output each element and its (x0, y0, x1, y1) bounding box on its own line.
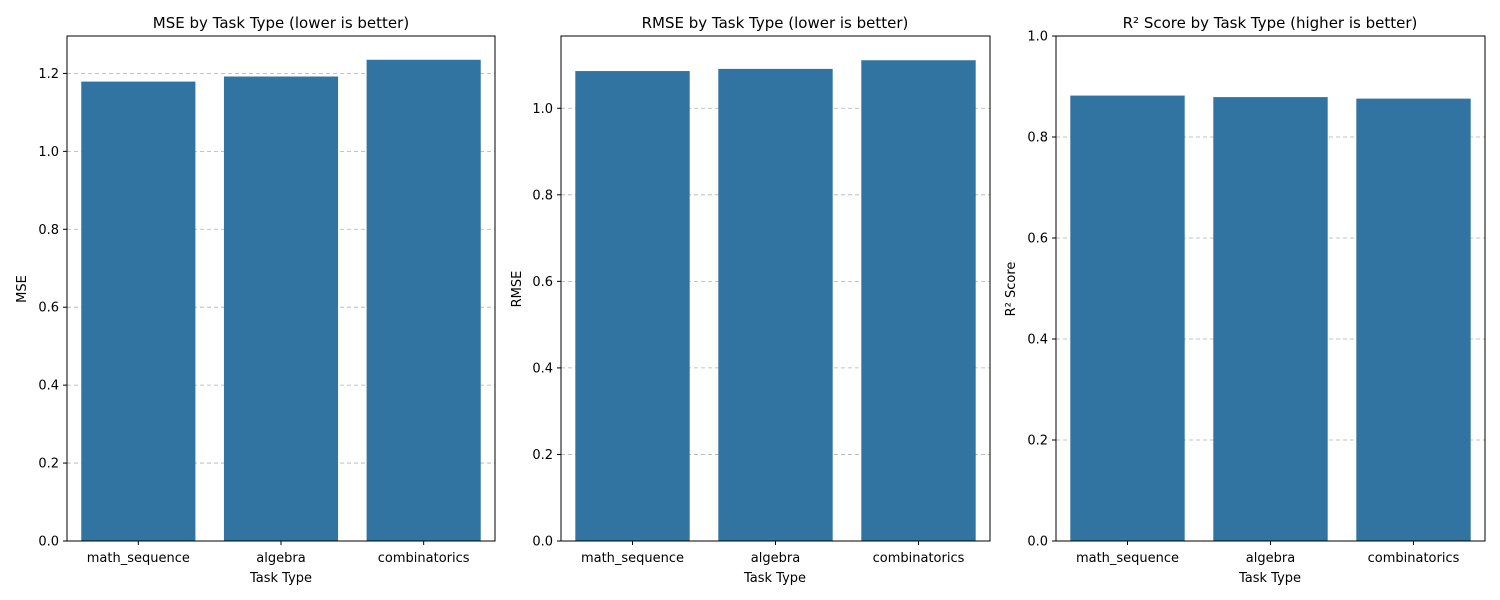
x-tick-label: math_sequence (87, 551, 190, 566)
x-tick-label: algebra (256, 551, 305, 566)
y-tick-label: 0.6 (38, 301, 59, 316)
bar-math-sequence (81, 81, 196, 542)
y-tick-label: 1.0 (38, 145, 59, 160)
x-tick-label: combinatorics (1368, 551, 1460, 566)
x-tick-label: math_sequence (1076, 551, 1179, 566)
bar-combinatorics (366, 59, 481, 542)
y-tick-label: 0.6 (1027, 232, 1048, 247)
x-tick-label: algebra (1246, 551, 1295, 566)
x-axis-label: Task Type (1238, 571, 1301, 586)
y-tick-label: 0.4 (1027, 333, 1048, 348)
chart-title: RMSE by Task Type (lower is better) (642, 14, 909, 32)
chart-panel-r2: R² Score by Task Type (higher is better)… (1004, 14, 1486, 586)
y-tick-label: 0.8 (1027, 131, 1048, 146)
y-tick-label: 0.0 (1027, 535, 1048, 550)
bar-algebra (1213, 97, 1328, 541)
y-tick-label: 1.2 (38, 67, 59, 82)
y-tick-label: 0.2 (532, 448, 553, 463)
chart-title: R² Score by Task Type (higher is better) (1123, 14, 1418, 32)
bar-algebra (223, 76, 339, 541)
y-tick-label: 0.8 (38, 223, 59, 238)
x-axis-label: Task Type (743, 571, 806, 586)
y-tick-label: 0.0 (532, 535, 553, 550)
y-tick-label: 0.6 (532, 275, 553, 290)
y-axis-label: RMSE (510, 271, 525, 308)
y-tick-label: 1.0 (532, 102, 553, 117)
x-axis-label: Task Type (249, 571, 312, 586)
y-tick-label: 0.0 (38, 535, 59, 550)
plot-frame (1055, 35, 1486, 542)
chart-panel-mse: MSE by Task Type (lower is better) Task … (15, 14, 496, 586)
bar-math-sequence (575, 71, 690, 541)
x-tick-label: combinatorics (378, 551, 470, 566)
x-tick-label: algebra (751, 551, 800, 566)
bar-algebra (718, 68, 833, 541)
y-tick-label: 0.4 (532, 361, 553, 376)
chart-panel-rmse: RMSE by Task Type (lower is better) Task… (510, 14, 991, 586)
y-axis-label: R² Score (1004, 262, 1019, 317)
bar-combinatorics (861, 60, 976, 541)
y-tick-label: 1.0 (1027, 30, 1048, 45)
y-tick-label: 0.2 (38, 457, 59, 472)
bar-math-sequence (1070, 95, 1185, 541)
y-tick-label: 0.4 (38, 379, 59, 394)
x-tick-label: combinatorics (873, 551, 965, 566)
y-tick-label: 0.2 (1027, 434, 1048, 449)
plot-frame (560, 35, 991, 542)
y-axis-label: MSE (15, 275, 30, 303)
chart-title: MSE by Task Type (lower is better) (153, 14, 409, 32)
bar-combinatorics (1356, 98, 1471, 542)
y-tick-label: 0.8 (532, 188, 553, 203)
plot-frame (66, 35, 496, 542)
x-tick-label: math_sequence (581, 551, 684, 566)
